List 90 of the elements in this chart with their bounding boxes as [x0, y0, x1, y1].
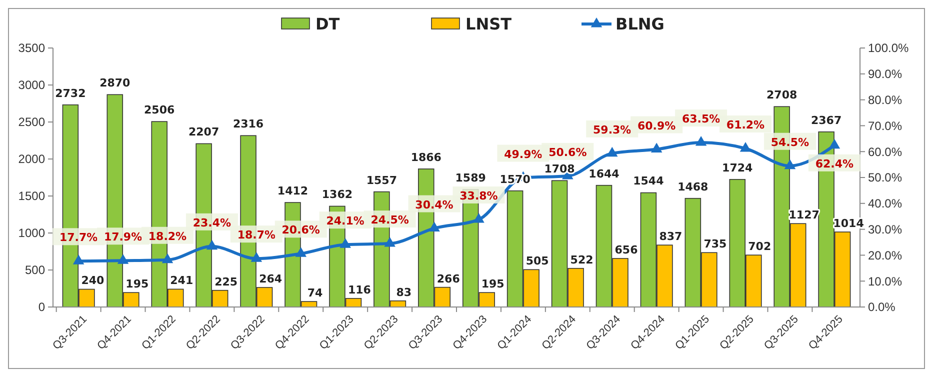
data-label: 2367 — [810, 114, 842, 127]
y2-tick-label: 80.0% — [868, 93, 902, 107]
data-label: 1724 — [722, 161, 754, 174]
point — [784, 159, 796, 170]
y2-tick-label: 0.0% — [868, 300, 896, 314]
data-label: 23.4% — [192, 216, 232, 230]
y2-tick-label: 50.0% — [868, 170, 902, 185]
data-label: 17.7% — [59, 231, 98, 244]
legend-label: BLNG — [616, 14, 664, 34]
legend-label: DT — [316, 14, 340, 34]
y-tick-label: 500 — [24, 263, 46, 278]
data-label: 505 — [526, 254, 549, 268]
data-label: 735 — [704, 238, 727, 251]
data-label: 1557 — [366, 174, 397, 187]
data-label: 195 — [481, 278, 504, 291]
data-label: 24.5% — [370, 214, 409, 227]
point — [117, 254, 129, 264]
point — [295, 247, 307, 257]
data-label: 74 — [307, 286, 324, 300]
data-label: 54.5% — [770, 136, 810, 149]
data-label: 1362 — [322, 188, 353, 202]
point — [740, 142, 752, 152]
data-label: 240 — [81, 274, 105, 288]
y2-tick-label: 20.0% — [868, 248, 902, 262]
data-label: 59.3% — [593, 123, 632, 136]
y-tick-label: 2500 — [18, 115, 46, 130]
point — [828, 138, 840, 149]
data-label: 1544 — [633, 174, 664, 188]
data-label: 2870 — [100, 76, 131, 90]
data-label: 1866 — [410, 150, 442, 164]
data-label: 24.1% — [326, 214, 364, 228]
y-tick-label: 1000 — [18, 226, 46, 240]
y-tick-label: 0 — [38, 300, 46, 314]
data-label: 241 — [170, 274, 194, 288]
legend-label: LNST — [466, 14, 512, 34]
y2-tick-label: 100.0% — [868, 41, 910, 56]
data-label: 17.9% — [104, 230, 142, 244]
data-label: 195 — [126, 278, 149, 291]
point — [428, 222, 440, 232]
data-label: 225 — [214, 275, 238, 288]
point — [340, 238, 351, 248]
y2-tick-label: 90.0% — [868, 67, 902, 82]
data-label: 63.5% — [682, 112, 720, 126]
data-label: 1014 — [833, 216, 864, 230]
data-label: 2506 — [144, 104, 176, 117]
data-label: 33.8% — [460, 189, 498, 202]
point — [650, 142, 662, 153]
data-label: 2732 — [55, 86, 86, 100]
data-label: 522 — [570, 253, 594, 266]
point — [72, 254, 84, 264]
data-label: 266 — [436, 272, 460, 286]
point — [695, 136, 707, 146]
data-label: 83 — [396, 286, 412, 299]
data-label: 656 — [614, 243, 638, 256]
point — [384, 237, 396, 247]
point — [206, 240, 218, 250]
y2-tick-label: 30.0% — [868, 222, 902, 236]
data-label: 61.2% — [726, 118, 765, 132]
data-label: 62.4% — [815, 157, 854, 170]
data-label: 2316 — [232, 118, 264, 131]
data-label: 2207 — [188, 126, 220, 139]
y-tick-label: 2000 — [18, 152, 46, 166]
data-label: 30.4% — [415, 198, 454, 212]
y-tick-label: 1500 — [18, 189, 46, 204]
data-label: 60.9% — [637, 119, 676, 132]
data-label: 49.9% — [504, 148, 542, 161]
point — [162, 253, 174, 264]
y-tick-label: 3500 — [18, 41, 46, 56]
y-tick-label: 3000 — [18, 78, 46, 92]
y2-tick-label: 70.0% — [868, 118, 902, 133]
data-label: 1468 — [678, 180, 708, 194]
data-label: 18.7% — [237, 228, 276, 242]
data-label: 702 — [748, 240, 772, 254]
data-label: 837 — [659, 230, 682, 244]
y2-tick-label: 40.0% — [868, 196, 902, 211]
point — [473, 212, 484, 223]
point — [250, 252, 262, 262]
data-label: 1708 — [544, 162, 575, 176]
y2-tick-label: 10.0% — [868, 274, 902, 288]
data-label: 18.2% — [148, 230, 187, 243]
data-label: 264 — [259, 272, 282, 286]
data-label: 2708 — [766, 88, 798, 102]
data-label: 20.6% — [282, 224, 320, 237]
point — [606, 146, 618, 157]
data-label: 116 — [348, 283, 372, 296]
data-label: 1644 — [588, 167, 620, 180]
data-label: 1412 — [277, 184, 308, 198]
y2-tick-label: 60.0% — [868, 144, 902, 159]
data-label: 50.6% — [548, 146, 587, 159]
data-label: 1589 — [455, 171, 486, 184]
